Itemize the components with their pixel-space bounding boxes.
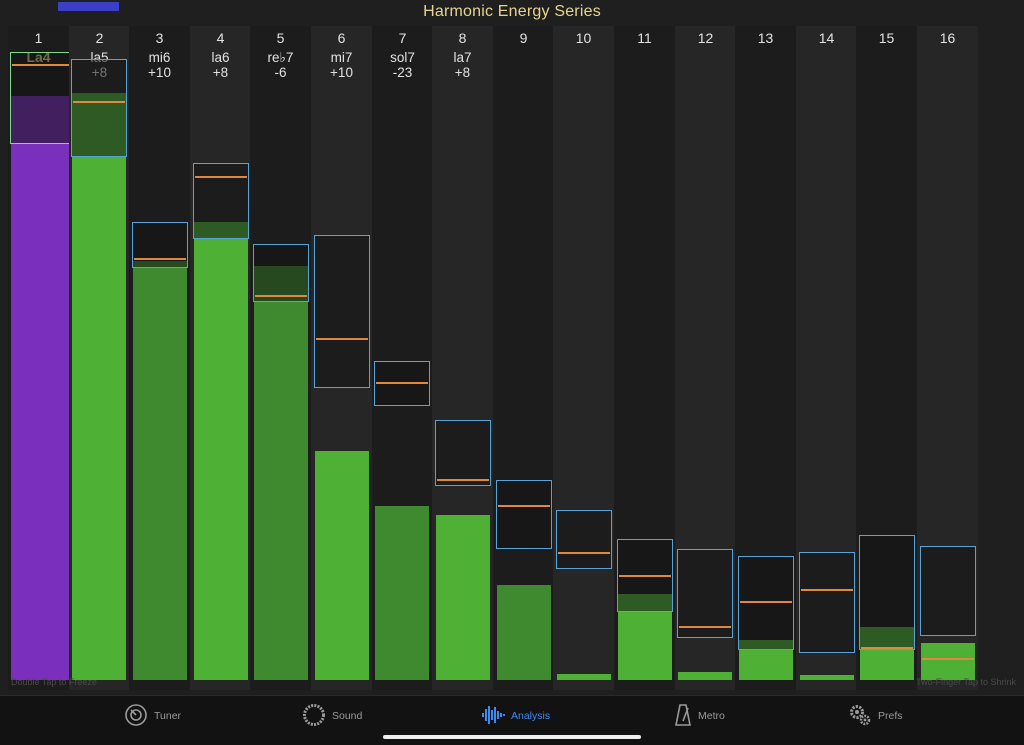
target-marker-7 <box>376 382 428 384</box>
energy-bar-2 <box>72 93 126 680</box>
energy-bar-3 <box>133 261 187 680</box>
input-level-indicator <box>58 2 119 11</box>
harmonic-number: 4 <box>216 30 225 46</box>
harmonic-number: 2 <box>95 30 104 46</box>
target-marker-11 <box>619 575 671 577</box>
metronome-icon <box>674 703 692 730</box>
harmonic-number: 3 <box>155 30 164 46</box>
harmonic-number: 13 <box>757 30 774 46</box>
range-box-3 <box>132 222 188 268</box>
target-marker-1 <box>12 64 94 66</box>
harmonic-column-10 <box>553 26 614 690</box>
harmonic-number: 6 <box>337 30 346 46</box>
harmonic-number: 5 <box>276 30 285 46</box>
gear-icon <box>848 703 872 730</box>
range-box-5 <box>253 244 309 302</box>
target-marker-12 <box>679 626 731 628</box>
target-marker-15 <box>861 647 913 649</box>
harmonic-number: 10 <box>575 30 592 46</box>
harmonic-cents: +10 <box>330 65 353 80</box>
panel-title: Harmonic Energy Series <box>423 3 601 20</box>
harmonic-cents: +8 <box>454 65 471 80</box>
harmonic-cents: -6 <box>274 65 287 80</box>
target-marker-8 <box>437 479 489 481</box>
energy-bar-6 <box>315 451 369 680</box>
harmonic-number: 9 <box>519 30 528 46</box>
range-box-6 <box>314 235 370 388</box>
range-box-15 <box>859 535 915 650</box>
harmonic-note: sol7 <box>390 50 415 65</box>
sound-icon <box>302 703 326 730</box>
tuner-icon <box>124 703 148 730</box>
energy-bar-7 <box>375 506 429 680</box>
tab-label: Prefs <box>878 710 903 722</box>
range-box-12 <box>677 549 733 638</box>
harmonic-number: 15 <box>878 30 895 46</box>
freeze-hint: Double Tap to Freeze <box>11 677 97 687</box>
target-marker-5 <box>255 295 307 297</box>
harmonic-number: 11 <box>637 30 652 46</box>
harmonic-cents: -23 <box>392 65 413 80</box>
energy-bar-8 <box>436 515 490 680</box>
harmonic-column-9 <box>493 26 554 690</box>
energy-bar-4 <box>194 222 248 680</box>
energy-bar-9 <box>497 585 551 680</box>
tab-prefs[interactable]: Prefs <box>848 704 903 728</box>
energy-bar-5 <box>254 266 308 680</box>
tab-label: Metro <box>698 710 725 722</box>
tab-sound[interactable]: Sound <box>302 703 363 730</box>
harmonic-number: 12 <box>697 30 714 46</box>
energy-bar-12 <box>678 672 732 680</box>
target-marker-16 <box>922 658 974 660</box>
harmonic-number: 16 <box>939 30 956 46</box>
range-box-14 <box>799 552 855 653</box>
shrink-hint: Two-Finger Tap to Shrink <box>916 677 1016 687</box>
tab-tuner[interactable]: Tuner <box>124 703 182 730</box>
harmonic-number: 7 <box>398 30 407 46</box>
harmonic-note: mi7 <box>330 50 353 65</box>
target-marker-2 <box>73 101 125 103</box>
energy-bar-10 <box>557 674 611 680</box>
harmonic-number: 14 <box>818 30 835 46</box>
tab-metro[interactable]: Metro <box>674 703 725 730</box>
range-box-13 <box>738 556 794 650</box>
tab-label: Tuner <box>154 710 182 722</box>
tab-label: Sound <box>332 710 363 722</box>
harmonic-cents: +10 <box>148 65 171 80</box>
analysis-icon <box>481 704 505 729</box>
home-indicator <box>383 735 641 739</box>
tab-label: Analysis <box>511 710 551 722</box>
range-box-10 <box>556 510 612 569</box>
energy-bar-16 <box>921 643 975 680</box>
harmonic-number: 1 <box>34 30 43 46</box>
range-box-9 <box>496 480 552 549</box>
energy-bar-14 <box>800 675 854 680</box>
range-box-16 <box>920 546 976 636</box>
target-marker-10 <box>558 552 610 554</box>
target-marker-4 <box>195 176 247 178</box>
range-box-2 <box>71 59 127 157</box>
target-marker-13 <box>740 601 792 603</box>
target-marker-14 <box>801 589 853 591</box>
range-box-8 <box>435 420 491 486</box>
tab-analysis[interactable]: Analysis <box>481 704 550 728</box>
harmonic-cents: +8 <box>212 65 229 80</box>
harmonic-analysis-panel[interactable]: Harmonic Energy Series 1La42la5+83mi6+10… <box>0 0 1024 695</box>
harmonic-note: mi6 <box>148 50 171 65</box>
harmonic-note: re♭7 <box>267 50 294 65</box>
harmonic-note: la6 <box>211 50 230 65</box>
target-marker-6 <box>316 338 368 340</box>
harmonic-note: la7 <box>453 50 472 65</box>
range-box-4 <box>193 163 249 239</box>
target-marker-3 <box>134 258 186 260</box>
target-marker-9 <box>498 505 550 507</box>
harmonic-number: 8 <box>458 30 467 46</box>
